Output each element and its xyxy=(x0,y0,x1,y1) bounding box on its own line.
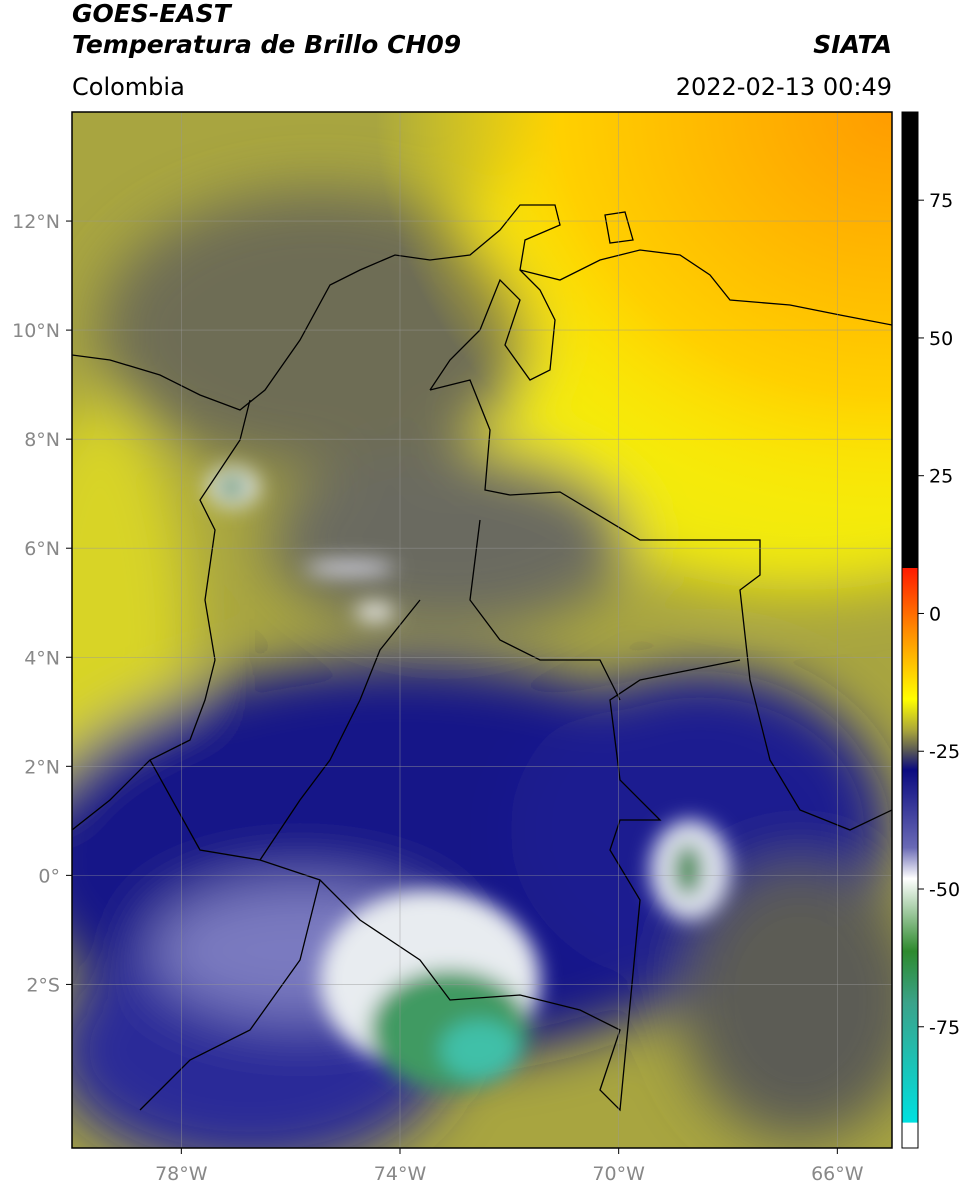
satellite-image xyxy=(72,112,892,1148)
lat-tick-label: 2°N xyxy=(24,756,60,778)
lon-tick-label: 70°W xyxy=(592,1163,645,1185)
lat-tick-label: 8°N xyxy=(24,429,60,451)
colorbar-tick-label: 50 xyxy=(929,328,953,350)
colorbar-tick-label: -50 xyxy=(929,879,960,901)
map-frame xyxy=(71,111,893,1149)
colorbar-tick-label: 75 xyxy=(929,190,953,212)
lon-tick-label: 66°W xyxy=(811,1163,864,1185)
lon-tick-label: 78°W xyxy=(155,1163,208,1185)
colorbar-tick-label: 0 xyxy=(929,603,941,625)
lat-tick-label: 6°N xyxy=(24,538,60,560)
coastlines xyxy=(72,204,892,1112)
region: Colombia xyxy=(72,73,185,101)
lat-tick-label: 0° xyxy=(38,865,60,887)
lon-tick-label: 74°W xyxy=(374,1163,427,1185)
graticule xyxy=(72,112,892,1148)
colorbar-tick-label: 25 xyxy=(929,466,953,488)
source: SIATA xyxy=(813,30,892,59)
colorbar-tick-label: -25 xyxy=(929,741,960,763)
subtitle: Temperatura de Brillo CH09 xyxy=(72,30,461,59)
colorbar-tick-label: -75 xyxy=(929,1017,960,1039)
lat-tick-label: 4°N xyxy=(24,647,60,669)
lat-tick-label: 12°N xyxy=(12,211,60,233)
title: GOES-EAST xyxy=(72,0,233,28)
colorbar xyxy=(901,111,919,1149)
timestamp: 2022-02-13 00:49 xyxy=(676,73,892,101)
lat-tick-label: 2°S xyxy=(26,974,60,996)
lat-tick-label: 10°N xyxy=(12,320,60,342)
